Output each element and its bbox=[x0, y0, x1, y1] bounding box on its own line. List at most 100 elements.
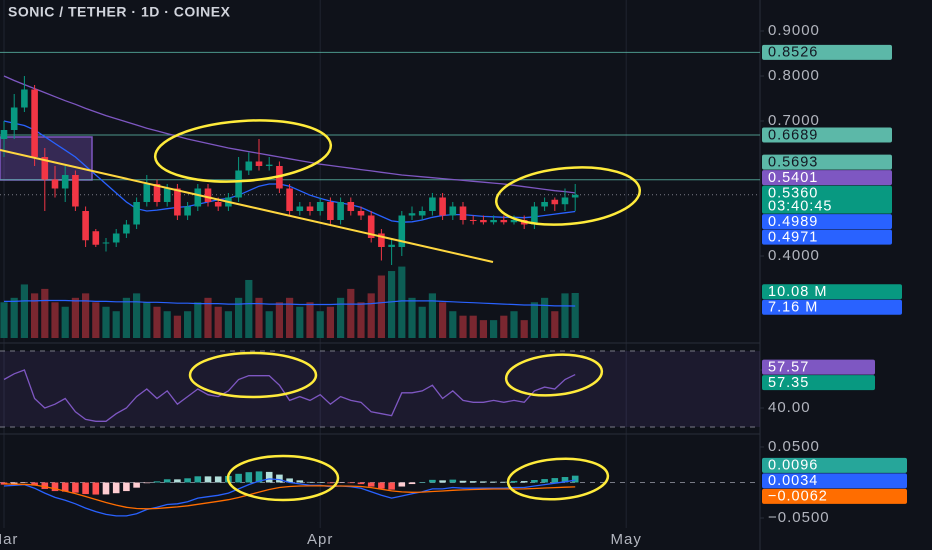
price-badge-label: 0.0034 bbox=[768, 473, 818, 489]
candle-body bbox=[480, 219, 487, 223]
highlight-ellipse bbox=[226, 454, 340, 502]
volume-bar bbox=[398, 266, 406, 338]
histogram-bar bbox=[112, 482, 120, 494]
volume-bar bbox=[296, 306, 304, 338]
y-tick-label: 0.0500 bbox=[768, 438, 820, 455]
price-badge-label: 57.57 bbox=[768, 359, 809, 375]
volume-bar bbox=[0, 302, 8, 338]
candle-body bbox=[510, 219, 518, 223]
histogram-bar bbox=[347, 482, 355, 484]
price-badge bbox=[762, 229, 892, 245]
candle-body bbox=[459, 206, 467, 220]
y-tick-label: −0.0500 bbox=[768, 509, 830, 526]
volume-bar bbox=[357, 302, 365, 338]
candle-body bbox=[153, 183, 161, 202]
x-tick-label: Apr bbox=[307, 531, 333, 548]
histogram-bar bbox=[235, 473, 242, 483]
y-tick-label: 0.8000 bbox=[768, 67, 820, 84]
histogram-bar bbox=[469, 481, 477, 483]
histogram-bar bbox=[561, 477, 569, 483]
volume-bar bbox=[112, 311, 120, 338]
volume-bar bbox=[31, 293, 39, 338]
grid bbox=[3, 0, 627, 528]
volume-bar bbox=[337, 297, 345, 338]
histogram-bar bbox=[378, 482, 385, 489]
candle-body bbox=[0, 129, 8, 139]
histogram-bar bbox=[571, 475, 579, 483]
candle-body bbox=[174, 188, 181, 216]
volume-bar bbox=[20, 284, 28, 338]
candle-body bbox=[531, 206, 538, 225]
histogram-bar bbox=[133, 482, 140, 488]
candle-body bbox=[235, 170, 242, 198]
histogram-bar bbox=[276, 474, 283, 483]
volume-bar bbox=[520, 320, 528, 338]
histogram-bar bbox=[449, 479, 457, 483]
price-badge bbox=[762, 284, 902, 300]
highlight-ellipse bbox=[494, 166, 642, 226]
price-badge-label: −0.0062 bbox=[768, 489, 828, 505]
indicator-line bbox=[3, 75, 576, 194]
candle-body bbox=[551, 199, 559, 205]
histogram-bar bbox=[306, 481, 314, 483]
candle-body bbox=[286, 188, 293, 211]
histogram-bar bbox=[102, 482, 110, 495]
volume-bar bbox=[571, 293, 579, 338]
candle-body bbox=[184, 206, 191, 216]
volume-bar bbox=[347, 288, 355, 338]
candle-body bbox=[418, 210, 426, 216]
candle-body bbox=[347, 201, 355, 211]
price-badge-label: 0.5693 bbox=[768, 154, 818, 170]
histogram-bar bbox=[82, 482, 89, 495]
trend-line bbox=[0, 149, 494, 263]
price-badge-label: 0.0096 bbox=[768, 458, 818, 474]
candle-body bbox=[112, 233, 120, 243]
candle-body bbox=[449, 206, 457, 216]
volume-bar bbox=[82, 293, 90, 338]
histogram-bar bbox=[143, 482, 151, 484]
volume-bar bbox=[204, 297, 212, 338]
highlight-ellipse bbox=[504, 353, 604, 397]
volume-bar bbox=[367, 293, 375, 338]
volume-bar bbox=[245, 279, 253, 338]
histogram-bar bbox=[123, 482, 130, 492]
volume-bar bbox=[408, 297, 416, 338]
candle-body bbox=[10, 107, 18, 130]
candle-body bbox=[439, 197, 446, 216]
histogram-bar bbox=[510, 480, 518, 483]
price-badge bbox=[762, 299, 902, 315]
histogram-bar bbox=[551, 478, 559, 483]
volume-bar bbox=[71, 297, 79, 338]
candle-body bbox=[337, 201, 344, 220]
volume-bar bbox=[224, 311, 232, 338]
candle-body bbox=[143, 183, 151, 202]
price-badge-label: 0.5360 bbox=[768, 185, 818, 201]
histogram-bar bbox=[286, 478, 293, 483]
volume-bar bbox=[326, 306, 334, 338]
volume-bar bbox=[235, 297, 243, 338]
price-badge-label: 0.4971 bbox=[768, 229, 818, 245]
histogram-bar bbox=[388, 482, 395, 490]
volume-bar bbox=[143, 302, 151, 338]
volume-bar bbox=[316, 311, 324, 338]
price-badge bbox=[762, 44, 892, 60]
candle-body bbox=[296, 206, 304, 211]
histogram-bar bbox=[72, 482, 79, 493]
price-badge-label: 10.08 M bbox=[768, 284, 827, 300]
volume-bar bbox=[388, 271, 396, 338]
chart-title: SONIC / TETHER · 1D · COINEX bbox=[8, 4, 231, 20]
candle-body bbox=[21, 89, 28, 108]
volume-bar bbox=[561, 293, 569, 338]
volume-bar bbox=[439, 302, 447, 338]
histogram-bar bbox=[255, 471, 263, 483]
price-badge bbox=[762, 185, 892, 214]
volume-bar bbox=[10, 297, 18, 338]
candle-body bbox=[561, 197, 569, 205]
candle-body bbox=[265, 164, 273, 166]
volume-bar bbox=[428, 293, 436, 338]
candle-body bbox=[388, 244, 395, 247]
candle-body bbox=[571, 194, 579, 198]
histogram-bar bbox=[490, 481, 497, 483]
volume-bar bbox=[184, 311, 192, 338]
volume-bar bbox=[500, 315, 508, 338]
